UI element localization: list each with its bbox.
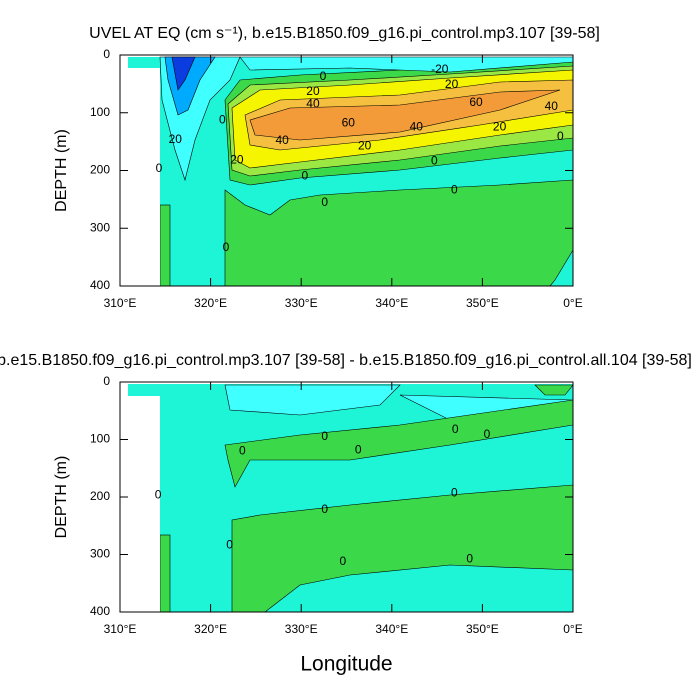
contour-label: 0 [219, 112, 226, 126]
contour-label: 0 [340, 554, 347, 568]
y-tick-label: 400 [90, 604, 110, 618]
x-tick-label: 320°E [194, 296, 227, 310]
y-tick-label: 200 [90, 489, 110, 503]
x-tick-label: 340°E [375, 296, 408, 310]
contour-label: 20 [493, 119, 507, 133]
y-tick-label: 200 [90, 163, 110, 177]
contour-label: 0 [466, 551, 473, 565]
y-tick-label: 400 [90, 278, 110, 292]
y-tick-label: 100 [90, 105, 110, 119]
y-tick-label: 100 [90, 432, 110, 446]
contour-label: 0 [484, 427, 491, 441]
x-tick-label: 340°E [375, 622, 408, 636]
y-tick-label: 0 [103, 374, 110, 388]
contour-label: 0 [452, 422, 459, 436]
x-tick-label: 310°E [104, 296, 137, 310]
y-tick-label: 300 [90, 547, 110, 561]
contour-label: 0 [321, 502, 328, 516]
contour-label: 20 [169, 132, 183, 146]
contour-label: 20 [445, 77, 459, 91]
contour-label: 0 [451, 486, 458, 500]
contour-label: 40 [410, 119, 424, 133]
contour-label: 0 [431, 153, 438, 167]
contour-label: 0 [320, 69, 327, 83]
contour-label: 0 [451, 182, 458, 196]
contour-label: -20 [431, 62, 449, 76]
y-axis-label: DEPTH (m) [53, 129, 70, 212]
contour-label: 0 [301, 168, 308, 182]
contour-label: 0 [321, 429, 328, 443]
chart-title: b.e15.B1850.f09_g16.pi_control.mp3.107 [… [0, 352, 692, 369]
contour-label: 0 [321, 195, 328, 209]
x-tick-label: 320°E [194, 622, 227, 636]
contour-label: 0 [155, 487, 162, 501]
contour-label: 20 [306, 84, 320, 98]
contour-label: 40 [306, 96, 320, 110]
contour-label: 0 [223, 240, 230, 254]
x-tick-label: 330°E [285, 296, 318, 310]
x-tick-label: 0°E [563, 296, 582, 310]
x-tick-label: 330°E [285, 622, 318, 636]
contour-fill [120, 56, 573, 286]
contour-label: 60 [342, 115, 356, 129]
x-axis-label: Longitude [300, 653, 392, 676]
y-tick-label: 0 [103, 47, 110, 61]
contour-label: 60 [469, 95, 483, 109]
contour-label: 0 [355, 443, 362, 457]
contour-label: 40 [275, 133, 289, 147]
contour-label: 0 [156, 161, 163, 175]
x-tick-label: 350°E [466, 296, 499, 310]
contour-label: 20 [230, 152, 244, 166]
contour-fill [120, 384, 573, 612]
contour-label: 0 [226, 537, 233, 551]
y-axis-label: DEPTH (m) [53, 456, 70, 539]
contour-label: 20 [358, 138, 372, 152]
contour-label: 40 [545, 99, 559, 113]
contour-label: 0 [239, 444, 246, 458]
chart-title: UVEL AT EQ (cm s⁻¹), b.e15.B1850.f09_g16… [89, 25, 600, 42]
x-tick-label: 310°E [104, 622, 137, 636]
y-tick-label: 300 [90, 220, 110, 234]
contour-label: 0 [557, 129, 564, 143]
x-tick-label: 0°E [563, 622, 582, 636]
x-tick-label: 350°E [466, 622, 499, 636]
